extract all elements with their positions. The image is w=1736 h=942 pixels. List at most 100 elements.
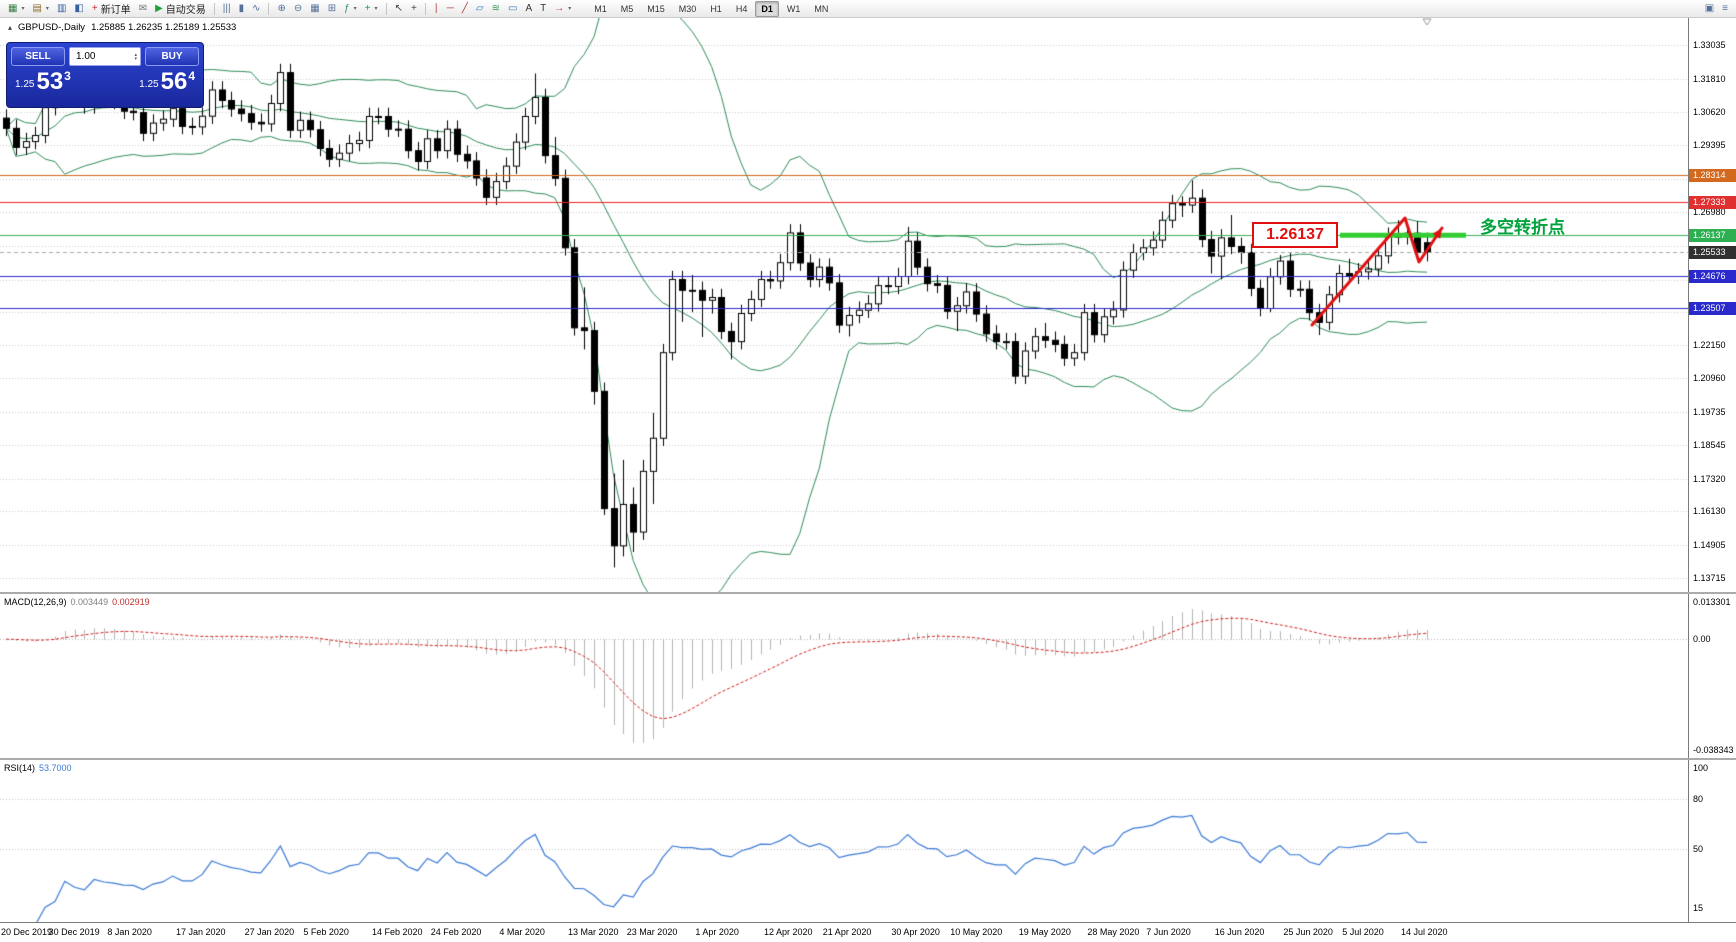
chart-plot-area[interactable] xyxy=(0,18,1688,922)
sell-button[interactable]: SELL xyxy=(11,47,65,66)
new-order-button-glyph: + xyxy=(91,2,98,14)
add-indicator-icon[interactable]: + ▾ xyxy=(361,1,382,17)
candle-chart-icon[interactable]: ▮ xyxy=(235,1,249,17)
price-axis-label: 1.31810 xyxy=(1693,73,1726,84)
date-axis-label: 4 Mar 2020 xyxy=(499,927,545,937)
text-icon-glyph: A xyxy=(525,2,533,14)
mail-icon[interactable]: ✉ xyxy=(135,1,151,17)
shapes-icon-glyph: ▭ xyxy=(508,2,518,14)
label-icon[interactable]: T xyxy=(536,1,550,17)
docking-icon[interactable]: ▣ xyxy=(1701,1,1718,17)
new-chart-icon[interactable]: ▦ ▾ xyxy=(4,1,28,17)
indicators-icon[interactable]: ƒ ▾ xyxy=(340,1,361,17)
autotrading-button-label: 自动交易 xyxy=(165,5,206,16)
chart-ohlc-values: 1.25885 1.26235 1.25189 1.25533 xyxy=(91,22,237,33)
cursor-icon[interactable]: ↖ xyxy=(391,1,407,17)
market-watch-icon-glyph: ▥ xyxy=(56,2,67,14)
timeframe-m30[interactable]: M30 xyxy=(678,3,697,14)
candle-chart-icon-glyph: ▮ xyxy=(238,2,245,14)
macd-name: MACD(12,26,9) xyxy=(4,597,67,607)
crosshair-icon[interactable]: + xyxy=(407,1,421,17)
rsi-axis-label: 50 xyxy=(1693,844,1704,855)
auto-arrange-icon[interactable]: ▦ xyxy=(306,1,323,17)
macd-axis-label: -0.038343 xyxy=(1693,745,1734,755)
bar-chart-icon[interactable]: ||| xyxy=(219,1,235,17)
horizontal-line-icon[interactable]: ─ xyxy=(443,1,458,17)
new-chart-icon-glyph: ▦ xyxy=(8,2,18,14)
timeframe-m15[interactable]: M15 xyxy=(647,3,665,14)
trendline-icon-glyph: ╱ xyxy=(461,2,468,14)
line-chart-icon[interactable]: ∿ xyxy=(248,1,264,17)
timeframe-m1[interactable]: M1 xyxy=(594,3,607,14)
arrows-icon-dropdown-icon[interactable]: ▾ xyxy=(568,6,572,12)
price-axis-label: 1.19735 xyxy=(1693,406,1726,417)
navigator-icon[interactable]: ◧ xyxy=(70,1,87,17)
grid-icon[interactable]: ⊞ xyxy=(324,1,340,17)
buy-price-sup: 4 xyxy=(188,69,195,83)
macd-main-value: 0.003449 xyxy=(70,597,109,607)
timeframe-h4[interactable]: H4 xyxy=(735,3,748,14)
fibonacci-icon[interactable]: ≋ xyxy=(488,1,504,17)
timeframe-d1[interactable]: D1 xyxy=(755,0,779,17)
docking-icon-glyph: ▣ xyxy=(1704,2,1715,14)
rsi-axis-label: 15 xyxy=(1693,902,1704,913)
date-axis-label: 21 Apr 2020 xyxy=(822,927,872,937)
timeframe-w1[interactable]: W1 xyxy=(786,3,801,14)
vertical-line-icon[interactable]: ∣ xyxy=(430,1,443,17)
arrows-icon[interactable]: → ▾ xyxy=(550,1,575,17)
chart-symbol-period: GBPUSD-,Daily xyxy=(18,22,86,33)
date-axis-label: 25 Jun 2020 xyxy=(1283,927,1333,937)
profiles-icon[interactable]: ▤ ▾ xyxy=(28,1,52,17)
chart-title: ▴ GBPUSD-,Daily 1.25885 1.26235 1.25189 … xyxy=(8,22,236,33)
date-axis-label: 8 Jan 2020 xyxy=(107,927,152,937)
timeframe-mn[interactable]: MN xyxy=(814,3,829,14)
sell-price-prefix: 1.25 xyxy=(15,79,35,90)
autotrading-button[interactable]: ▶ 自动交易 xyxy=(151,1,210,17)
shapes-icon[interactable]: ▭ xyxy=(504,1,521,17)
panel-separator-macd[interactable] xyxy=(0,592,1736,594)
channel-icon[interactable]: ▱ xyxy=(472,1,488,17)
trendline-icon[interactable]: ╱ xyxy=(458,1,472,17)
buy-button[interactable]: BUY xyxy=(145,47,199,66)
rsi-axis-label: 100 xyxy=(1693,763,1709,773)
text-icon[interactable]: A xyxy=(521,1,536,17)
spinner-down-icon[interactable]: ▾ xyxy=(134,55,137,62)
annotation-note-text[interactable]: 多空转折点 xyxy=(1480,218,1565,238)
new-chart-icon-dropdown-icon[interactable]: ▾ xyxy=(21,6,25,12)
timeframe-h1[interactable]: H1 xyxy=(710,3,722,14)
sell-price[interactable]: 1.25 53 3 xyxy=(15,69,71,94)
rsi-value: 53.7000 xyxy=(39,763,72,773)
date-axis-label: 27 Jan 2020 xyxy=(244,927,295,937)
zoom-out-icon[interactable]: ⊖ xyxy=(290,1,306,17)
indicators-icon-dropdown-icon[interactable]: ▾ xyxy=(353,6,357,12)
macd-signal-value: 0.002919 xyxy=(112,597,150,607)
timeframe-m5[interactable]: M5 xyxy=(620,3,634,14)
spinner-up-icon[interactable]: ▴ xyxy=(134,51,137,58)
price-axis[interactable]: 1.33035 1.31810 1.30620 1.29395 1.26980 1.221… xyxy=(1688,18,1736,922)
price-annotation-box[interactable]: 1.26137 xyxy=(1252,222,1338,249)
date-axis-label: 7 Jun 2020 xyxy=(1146,927,1191,937)
date-axis[interactable]: 20 Dec 2019 30 Dec 2019 8 Jan 2020 17 Jan 2… xyxy=(0,922,1736,942)
price-axis-label: 1.29395 xyxy=(1693,140,1726,151)
buy-price[interactable]: 1.25 56 4 xyxy=(139,69,195,94)
zoom-in-icon[interactable]: ⊕ xyxy=(273,1,289,17)
zoom-in-icon-glyph: ⊕ xyxy=(277,2,286,14)
price-axis-label: 1.30620 xyxy=(1693,106,1726,117)
volume-input[interactable]: 1.00 ▴ ▾ xyxy=(69,47,141,66)
panel-separator-rsi[interactable] xyxy=(0,758,1736,760)
bar-chart-icon-glyph: ||| xyxy=(222,2,231,14)
new-order-button[interactable]: + 新订单 xyxy=(88,1,135,17)
indicators-icon-glyph: ƒ xyxy=(344,2,350,14)
macd-axis-label: 0.00 xyxy=(1693,634,1711,645)
date-axis-label: 10 May 2020 xyxy=(950,927,1003,937)
market-watch-icon[interactable]: ▥ xyxy=(53,1,70,17)
price-tag-1.26137: 1.26137 xyxy=(1689,229,1736,243)
rsi-axis-label: 80 xyxy=(1693,794,1704,805)
date-axis-label: 23 Mar 2020 xyxy=(626,927,678,937)
profiles-icon-dropdown-icon[interactable]: ▾ xyxy=(45,6,49,12)
add-indicator-icon-dropdown-icon[interactable]: ▾ xyxy=(374,6,378,12)
volume-spinner[interactable]: ▴ ▾ xyxy=(134,51,137,62)
sell-price-main: 53 xyxy=(36,68,64,95)
autotrading-button-glyph: ▶ xyxy=(155,2,163,14)
popup-menu-icon[interactable]: ≡ xyxy=(1718,1,1732,17)
